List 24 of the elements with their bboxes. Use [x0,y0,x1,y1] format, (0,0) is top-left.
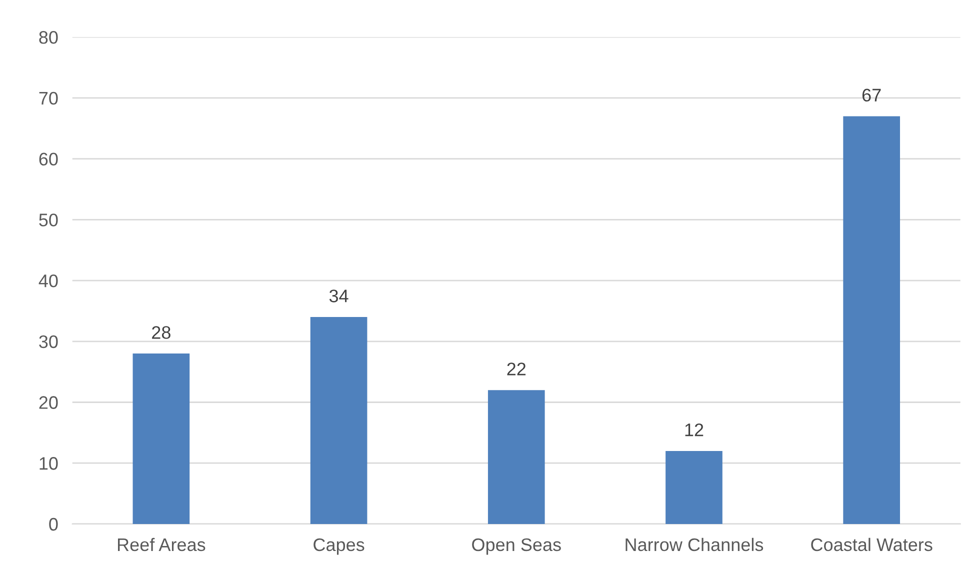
bar [310,317,368,524]
y-tick-label: 0 [49,518,58,531]
bar [843,116,900,524]
y-tick-label: 20 [39,396,58,409]
bar [488,390,545,524]
data-label: 34 [329,290,348,302]
y-tick-label: 50 [39,214,58,226]
y-tick-label: 70 [39,92,58,105]
x-tick-label: Capes [314,538,364,555]
x-tick-label: Narrow Channels [626,538,764,552]
y-tick-label: 40 [38,274,58,288]
y-tick-label: 10 [40,457,58,470]
data-label: 22 [507,362,526,376]
y-tick-label: 80 [39,31,58,44]
data-label: 12 [685,423,704,436]
x-tick-label: Reef Areas [118,538,206,552]
y-tick-label: 60 [39,152,58,166]
bar [132,354,190,524]
data-label: 28 [152,326,170,339]
x-tick-label: Coastal Waters [811,538,932,552]
x-tick-label: Open Seas [472,538,561,555]
data-label: 67 [862,88,881,102]
bar [666,450,722,524]
y-tick-label: 30 [39,335,58,348]
